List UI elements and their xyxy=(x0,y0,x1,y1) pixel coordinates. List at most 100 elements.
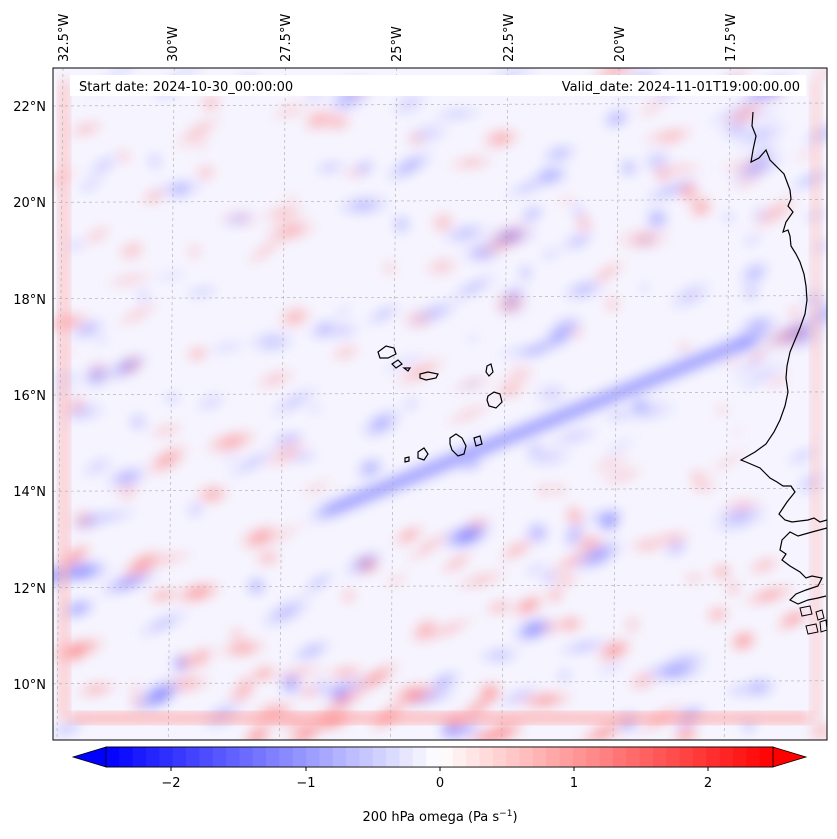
descent-patch xyxy=(79,454,116,479)
ascent-patch xyxy=(716,353,749,369)
descent-patch xyxy=(402,689,462,706)
ascent-patch xyxy=(441,374,502,395)
ascent-patch xyxy=(462,729,509,740)
descent-patch xyxy=(288,639,335,663)
ascent-patch xyxy=(502,362,538,386)
right-edge-strip xyxy=(810,80,822,720)
bottom-edge-strip xyxy=(70,712,810,724)
descent-patch xyxy=(149,269,193,283)
descent-patch xyxy=(69,511,111,531)
fogo-island xyxy=(417,447,429,461)
lat-label-14n: 14°N xyxy=(13,485,46,500)
ascent-patch xyxy=(295,477,338,499)
descent-patch xyxy=(638,284,651,292)
ascent-patch xyxy=(170,111,226,153)
colorbar-title-main: 200 hPa omega (Pa s xyxy=(362,810,499,825)
descent-patch xyxy=(219,446,281,479)
ascent-patch xyxy=(688,467,707,487)
descent-patch xyxy=(547,427,603,446)
lat-label-10n: 10°N xyxy=(13,678,46,693)
descent-patch xyxy=(170,180,191,200)
descent-patch xyxy=(246,330,298,354)
ascent-patch xyxy=(261,217,320,244)
ascent-patch xyxy=(713,403,731,418)
boa-vista-island xyxy=(486,391,503,409)
descent-patch xyxy=(265,384,324,420)
descent-patch xyxy=(600,434,640,459)
descent-patch xyxy=(531,382,571,406)
ascent-patch xyxy=(546,587,564,603)
ascent-patch xyxy=(229,628,244,640)
colorbar-label-2: 2 xyxy=(704,776,712,791)
descent-patch xyxy=(556,669,573,682)
ascent-patch xyxy=(80,223,114,248)
colorbar-step xyxy=(279,747,294,767)
descent-patch xyxy=(440,523,492,550)
descent-patch xyxy=(60,563,104,582)
ascent-patch xyxy=(117,148,131,164)
ascent-patch xyxy=(704,605,732,623)
colorbar-step xyxy=(652,747,667,767)
sal-island xyxy=(485,363,494,377)
descent-patch xyxy=(131,676,184,714)
ascent-patch xyxy=(637,126,699,145)
descent-patch xyxy=(491,345,555,357)
ascent-patch xyxy=(254,551,282,566)
ascent-patch xyxy=(329,343,363,362)
colorbar-step xyxy=(199,747,214,767)
ascent-patch xyxy=(654,129,696,148)
colorbar-step xyxy=(519,747,534,767)
ascent-patch xyxy=(680,573,709,583)
lat-label-16n: 16°N xyxy=(13,389,46,404)
descent-patch xyxy=(522,561,550,578)
ascent-patch xyxy=(380,259,398,278)
meridian-line xyxy=(56,68,64,740)
ascent-patch xyxy=(626,670,659,692)
descent-patch xyxy=(355,456,386,481)
lat-label-20n: 20°N xyxy=(13,196,46,211)
colorbar-step xyxy=(372,747,387,767)
colorbar-step xyxy=(319,747,334,767)
ascent-patch xyxy=(596,465,648,487)
descent-patch xyxy=(591,660,629,677)
ascent-patch xyxy=(112,300,164,329)
colorbar-step xyxy=(692,747,707,767)
brava-island xyxy=(404,456,410,463)
colorbar-step xyxy=(586,747,600,767)
descent-patch xyxy=(53,721,88,737)
longitude-labels: 32.5°W 30°W 27.5°W 25°W 22.5°W 20°W 17.5… xyxy=(57,14,739,62)
descent-patch xyxy=(145,150,164,172)
ascent-patch xyxy=(701,444,755,479)
latitude-labels: 22°N 20°N 18°N 16°N 14°N 12°N 10°N xyxy=(13,100,46,693)
descent-patch xyxy=(220,210,257,228)
ascent-patch xyxy=(115,239,148,262)
colorbar-step xyxy=(292,747,307,767)
lon-label-17-5w: 17.5°W xyxy=(724,14,739,62)
descent-patch xyxy=(392,214,411,235)
colorbar-step xyxy=(412,747,427,767)
descent-patch xyxy=(341,548,387,578)
santiago-island xyxy=(449,433,467,457)
colorbar-step xyxy=(306,747,320,767)
ascent-patch xyxy=(257,205,310,222)
ascent-patch xyxy=(320,687,369,712)
descent-patch xyxy=(267,431,308,447)
ascent-patch xyxy=(418,616,479,643)
colorbar-step xyxy=(119,747,134,767)
descent-patch xyxy=(738,234,766,247)
meridian-line xyxy=(612,68,620,740)
descent-patch xyxy=(733,357,793,394)
coastline xyxy=(739,111,827,635)
descent-patch xyxy=(245,576,267,596)
ascent-patch xyxy=(739,584,800,607)
descent-patch xyxy=(539,144,580,164)
colorbar-step xyxy=(159,747,174,767)
map-frame xyxy=(52,67,828,741)
colorbar-step xyxy=(359,747,374,767)
ascent-patch xyxy=(805,720,827,740)
ascent-patch xyxy=(725,581,740,596)
bijagos-islands xyxy=(799,605,827,635)
map-panel: Start date: 2024-10-30_00:00:00 Valid_da… xyxy=(52,67,828,741)
ascent-patch xyxy=(66,643,81,666)
descent-patch xyxy=(101,352,151,382)
